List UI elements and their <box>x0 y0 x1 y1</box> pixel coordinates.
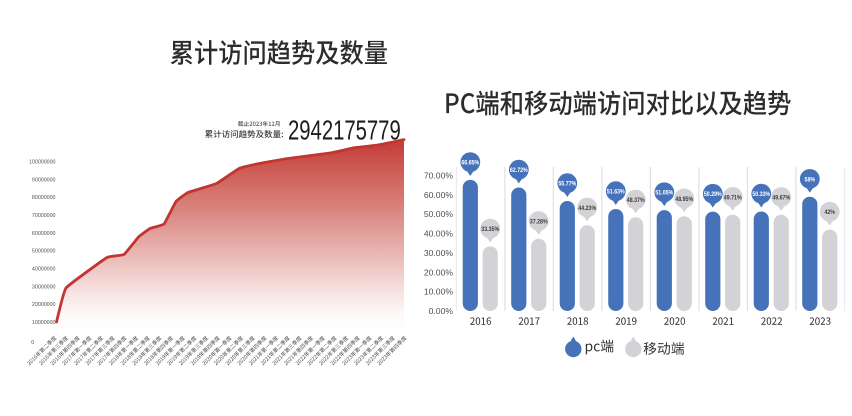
svg-text:30000000: 30000000 <box>32 284 56 290</box>
svg-text:80000000: 80000000 <box>32 195 56 201</box>
svg-text:55.77%: 55.77% <box>558 181 576 188</box>
svg-text:0.00%: 0.00% <box>429 306 454 316</box>
svg-text:62.72%: 62.72% <box>510 168 528 175</box>
svg-text:0: 0 <box>31 340 34 346</box>
svg-text:50.00%: 50.00% <box>424 209 454 219</box>
svg-text:51.63%: 51.63% <box>607 189 625 196</box>
svg-text:50.29%: 50.29% <box>704 192 722 199</box>
svg-text:48.95%: 48.95% <box>675 196 693 203</box>
svg-text:90000000: 90000000 <box>32 177 56 183</box>
svg-text:44.23%: 44.23% <box>578 206 596 213</box>
svg-text:40.00%: 40.00% <box>424 229 454 239</box>
svg-text:10.00%: 10.00% <box>424 287 454 297</box>
svg-text:100000000: 100000000 <box>29 160 56 166</box>
svg-text:42%: 42% <box>824 210 835 217</box>
svg-text:40000000: 40000000 <box>32 267 56 273</box>
svg-text:50000000: 50000000 <box>32 249 56 255</box>
svg-text:70.00%: 70.00% <box>424 170 454 180</box>
svg-text:60.00%: 60.00% <box>424 190 454 200</box>
svg-text:70000000: 70000000 <box>32 213 56 219</box>
svg-text:49.71%: 49.71% <box>724 195 742 202</box>
svg-text:37.28%: 37.28% <box>530 219 548 226</box>
svg-text:58%: 58% <box>805 177 816 184</box>
svg-text:33.35%: 33.35% <box>481 227 499 234</box>
svg-text:60000000: 60000000 <box>32 231 56 237</box>
svg-text:51.05%: 51.05% <box>655 190 673 197</box>
svg-text:2942175779: 2942175779 <box>288 116 401 147</box>
svg-text:50.33%: 50.33% <box>752 192 770 199</box>
svg-text:48.37%: 48.37% <box>627 198 645 205</box>
svg-text:49.67%: 49.67% <box>772 195 790 202</box>
svg-text:10000000: 10000000 <box>32 320 56 326</box>
svg-text:20000000: 20000000 <box>32 302 56 308</box>
svg-text:66.65%: 66.65% <box>461 160 479 167</box>
svg-text:20.00%: 20.00% <box>424 267 454 277</box>
svg-text:30.00%: 30.00% <box>424 248 454 258</box>
